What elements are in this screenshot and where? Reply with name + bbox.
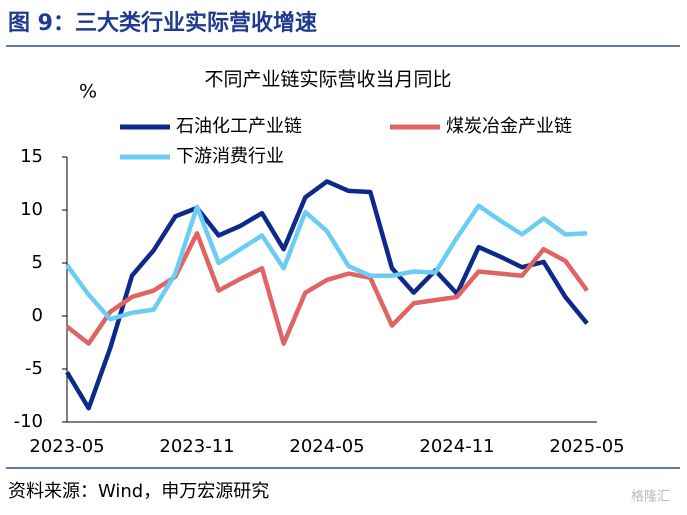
y-tick-label: 10 [20,199,43,220]
legend-label: 煤炭冶金产业链 [446,116,572,137]
x-tick-label: 2023-05 [29,436,104,457]
x-tick-label: 2024-11 [419,436,494,457]
series-line [65,203,588,322]
legend-label: 下游消费行业 [176,146,284,167]
series-line [65,179,589,411]
header-title: 图 9：三大类行业实际营收增速 [8,10,317,36]
y-tick-label: 5 [32,252,43,273]
y-tick-label: -5 [25,358,43,379]
y-tick-label: 0 [32,305,43,326]
chart-title: 不同产业链实际营收当月同比 [204,69,451,91]
series-line [65,231,589,346]
y-tick-label: 15 [20,146,43,167]
x-tick-label: 2025-05 [549,436,624,457]
legend-label: 石油化工产业链 [176,116,302,137]
watermark: 格隆汇 [631,489,670,505]
x-tick-label: 2023-11 [159,436,234,457]
y-axis-label: % [79,81,97,103]
y-tick-label: -10 [14,411,43,432]
x-tick-label: 2024-05 [289,436,364,457]
source-note: 资料来源：Wind，申万宏源研究 [8,481,269,502]
